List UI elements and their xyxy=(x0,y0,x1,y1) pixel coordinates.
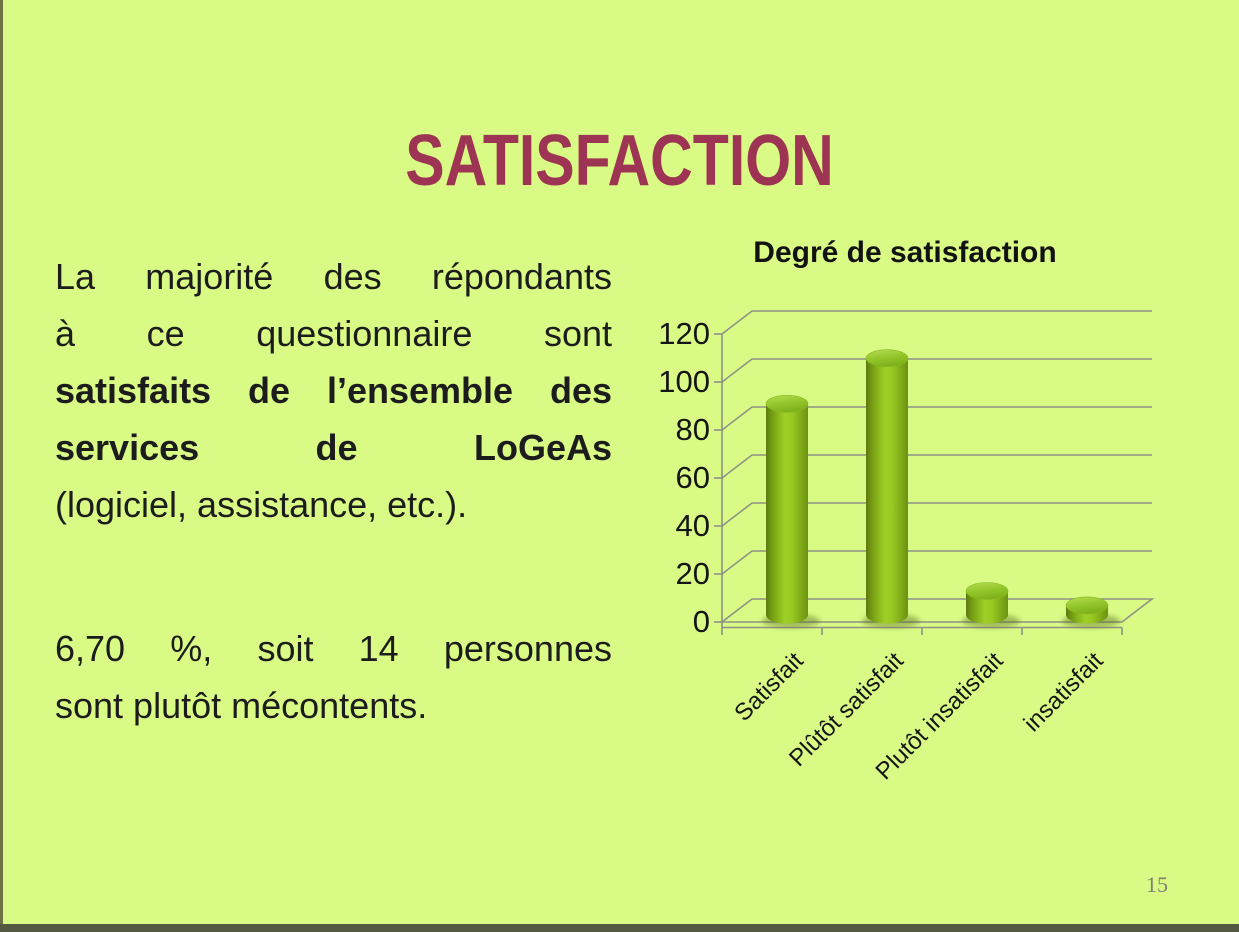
gridline xyxy=(721,454,1152,479)
gridline xyxy=(721,550,1152,575)
bar-cylinder-0 xyxy=(765,395,809,624)
y-axis-tick-label: 20 xyxy=(675,556,710,591)
paragraph-majority: La majorité des répondants à ce questionn… xyxy=(55,248,612,533)
page-number: 15 xyxy=(1146,872,1168,897)
y-axis-tick-label: 120 xyxy=(658,316,710,351)
text-line: à ce questionnaire sont xyxy=(55,313,612,354)
y-axis-tick-label: 0 xyxy=(692,604,710,639)
satisfaction-bar-chart xyxy=(714,310,1155,635)
bar-cylinder-3 xyxy=(1065,596,1109,624)
text-line: satisfaits de l’ensemble des xyxy=(55,370,612,411)
category-label: Satisfait xyxy=(728,647,809,727)
paragraph-mecontents: 6,70 %, soit 14 personnes sont plutôt méc… xyxy=(55,620,612,734)
bar-cylinder-2 xyxy=(965,582,1009,624)
bar-cylinder-1 xyxy=(865,349,909,624)
text-line: 6,70 %, soit 14 personnes xyxy=(55,628,612,669)
gridline xyxy=(721,406,1152,431)
text-line: sont plutôt mécontents. xyxy=(55,685,428,726)
body-text-block: La majorité des répondants à ce questionn… xyxy=(55,248,612,734)
satisfaction-chart: Degré de satisfaction 0 20 40 60 80 100 120 Sa… xyxy=(640,230,1200,890)
y-axis-tick-label: 80 xyxy=(675,412,710,447)
text-line: La majorité des répondants xyxy=(55,256,612,297)
gridline xyxy=(721,358,1152,383)
text-line: (logiciel, assistance, etc.). xyxy=(55,484,468,525)
text-line: services de LoGeAs xyxy=(55,427,612,468)
category-label: insatisfait xyxy=(1018,647,1109,738)
y-axis-tick-label: 40 xyxy=(675,508,710,543)
y-axis-tick-label: 100 xyxy=(658,364,710,399)
chart-title: Degré de satisfaction xyxy=(753,236,1057,269)
gridline xyxy=(721,310,1152,335)
y-axis-tick-label: 60 xyxy=(675,460,710,495)
slide-bottom-border xyxy=(0,924,1239,932)
slide-title: SATISFACTION xyxy=(405,121,834,202)
gridline xyxy=(721,502,1152,527)
slide-left-border xyxy=(0,0,3,932)
